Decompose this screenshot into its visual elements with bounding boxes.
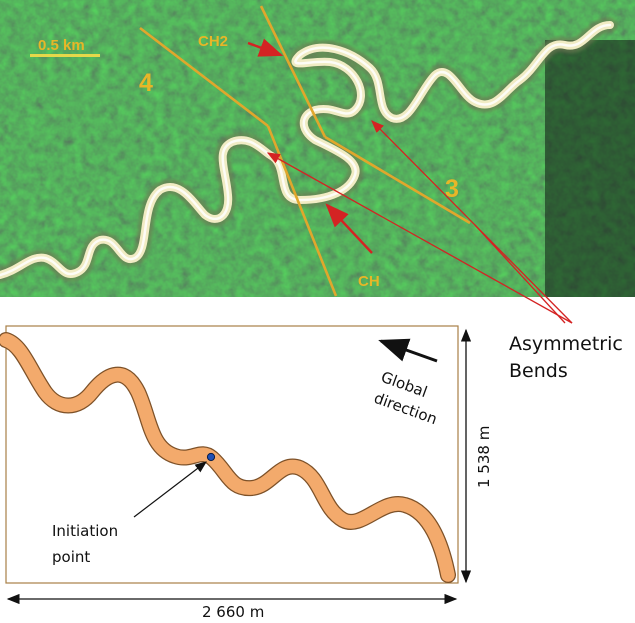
initiation-label-line2: point (52, 548, 90, 566)
scale-bar (30, 54, 100, 57)
ch-arrow (325, 203, 373, 254)
region-label-4: 4 (139, 69, 153, 97)
global-direction-arrow (378, 338, 438, 363)
channel-label-ch: CH (358, 273, 380, 290)
bend-arrow-upper (371, 120, 573, 324)
boundary-line-region-4 (139, 26, 269, 128)
dark-floodplain (545, 40, 635, 297)
bend-arrow-lower (266, 152, 573, 324)
simulation-panel: Initiation point Global direction (0, 325, 459, 584)
scale-label: 0.5 km (38, 37, 85, 54)
width-label: 2 660 m (202, 603, 264, 621)
asymmetric-bend-arrows (266, 120, 573, 324)
height-label: 1 538 m (475, 426, 493, 488)
asymmetric-label-line2: Bends (509, 360, 568, 382)
region-label-3: 3 (445, 175, 459, 203)
satellite-river (0, 17, 618, 283)
initiation-arrow (133, 461, 207, 518)
asymmetric-label-line1: Asymmetric (509, 333, 623, 355)
channel-label-ch2: CH2 (198, 33, 228, 50)
initiation-dot (206, 452, 216, 462)
width-dimension: 2 660 m (6, 593, 458, 621)
height-dimension: 1 538 m (460, 328, 493, 584)
bend-arrow-line3 (474, 224, 566, 324)
simulation-domain (5, 325, 459, 584)
initiation-label-line1: Initiation (52, 522, 118, 540)
ch2-arrow (247, 38, 284, 57)
satellite-panel: 0.5 km 4 3 CH2 CH (0, 0, 635, 297)
boundary-line-ch2 (259, 5, 327, 138)
boundary-line-region-3 (324, 135, 471, 225)
